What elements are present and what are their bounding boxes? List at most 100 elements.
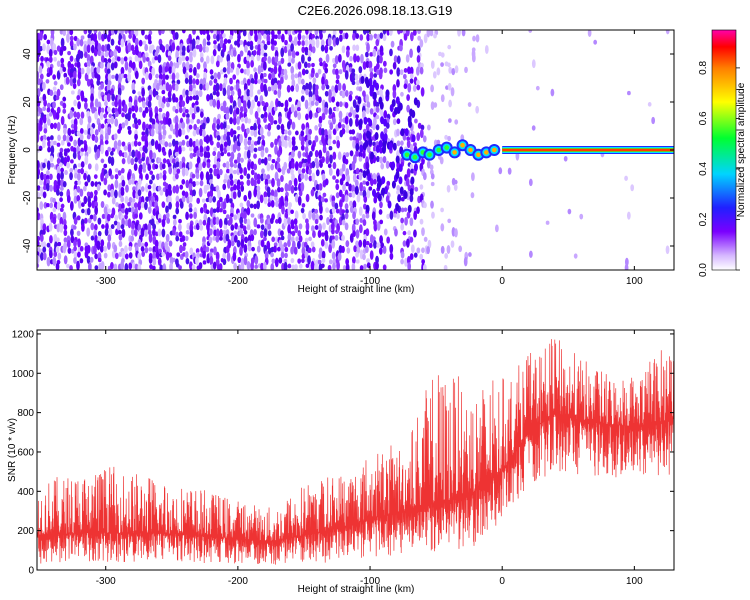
spectrogram-cell [134,104,139,113]
spectrogram-cell [162,263,167,270]
spectrogram-cell [66,134,70,145]
spectrogram-cell [440,245,445,254]
spectrogram-cell [39,117,43,127]
spectrogram-cell [405,177,410,187]
spectrogram-cell [283,135,288,141]
spectrogram-cell [196,150,200,158]
spectrogram-cell [495,224,499,233]
spectrogram-cell [216,158,221,163]
spectrogram-cell [106,34,111,43]
spectrogram-cell [233,30,238,34]
spectrogram-cell [277,30,282,36]
spectrogram-cell [389,30,393,36]
spectrogram-cell [327,163,332,169]
spectrogram-cell [107,118,111,124]
spectrogram-cell [181,245,186,252]
spectrogram-cell [339,168,344,176]
spectrogram-cell [158,30,162,36]
spectrogram-cell [249,106,254,116]
spectrogram-cell [263,228,268,238]
spectrogram-cell [396,212,400,220]
spectrogram-cell [206,41,211,46]
spectrogram-cell [422,263,427,270]
spectrogram-cell [117,105,122,115]
spectrogram-cell [419,128,424,139]
spectrogram-cell [297,258,302,264]
spectrogram-cell [237,53,241,63]
spectrogram-cell [181,100,186,107]
spectrogram-cell [368,118,373,127]
spectrogram-cell [256,54,261,62]
spectrogram-cell [105,222,109,231]
spectrogram-cell [39,179,43,186]
spectrogram-cell [345,152,350,158]
spectrogram-cell [351,72,356,82]
spectrogram-cell [334,202,339,210]
spectrogram-cell [212,235,217,241]
spectrogram-cell [114,189,118,199]
snr-x-ticks: -300 -200 -100 0 100 [96,330,643,587]
spectrogram-cell [471,53,476,63]
spectrogram-cell [345,49,350,58]
spectrogram-cell [339,207,343,216]
spectrogram-cell [381,145,386,154]
spectrogram-cell [168,134,172,139]
spectrogram-cell [73,172,78,179]
spectrogram-cell [341,219,346,226]
spectrogram-cell [42,191,47,199]
spectrogram-cell [181,179,186,185]
spectrogram-cell [293,246,298,255]
spectrogram-cell [320,238,325,247]
spectrogram-cell [239,40,244,45]
spectrogram-cell [448,99,452,108]
spectrogram-cell [369,71,374,80]
spectrogram-cell [188,124,193,130]
x-tick-label: -100 [360,276,380,287]
spectrogram-cell [195,181,200,186]
spectrogram-cell [87,33,92,39]
spectrogram-cell [222,87,227,97]
spectrogram-cell [360,53,364,64]
spectrogram-cell [117,230,122,235]
spectrogram-cell [378,247,383,255]
spectrogram-cell [87,146,92,155]
spectrogram-cell [56,60,61,67]
spectrogram-cell [202,30,206,35]
spectrogram-cell [128,196,133,204]
spectrogram-cell [37,240,40,247]
spectrogram-cell [213,40,217,45]
spectrogram-cell [291,161,295,169]
spectrogram-cell [251,246,255,252]
spectrogram-cell [433,33,437,39]
tone-onset-blob-core [491,147,497,153]
spectrogram-cell [430,200,434,209]
spectrogram-cell [321,258,326,263]
spectrogram-cell [199,171,204,181]
spectrogram-cell [337,252,342,262]
spectrogram-cell [335,101,340,107]
spectrogram-cell [188,195,193,203]
snr-y-label: SNR (10 * v/v) [7,418,18,482]
spectrogram-cell [145,56,150,62]
spectrogram-cell [233,163,238,169]
spectrogram-cell [264,178,269,187]
spectrogram-cell [378,209,383,215]
spectrogram-cell [141,156,145,162]
spectrogram-cell [62,108,67,114]
spectrogram-cell [250,261,254,270]
spectrogram-cell [137,141,142,147]
spectrogram-cell [172,138,176,147]
spectrogram-cell [81,202,85,208]
spectrogram-cell [271,56,276,65]
spectrogram-cell [243,255,248,266]
spectrogram-cell [172,185,177,194]
spectrogram-cell [341,162,346,172]
spectrogram-cell [205,46,209,53]
spectrogram-cell [138,60,143,70]
spectrogram-cell [181,121,186,130]
spectrogram-cell [39,186,44,193]
spectrogram-cell [318,96,322,104]
spectrogram-cell [284,182,289,193]
spectrogram-cell [134,263,139,270]
spectrogram-cell [90,127,94,137]
